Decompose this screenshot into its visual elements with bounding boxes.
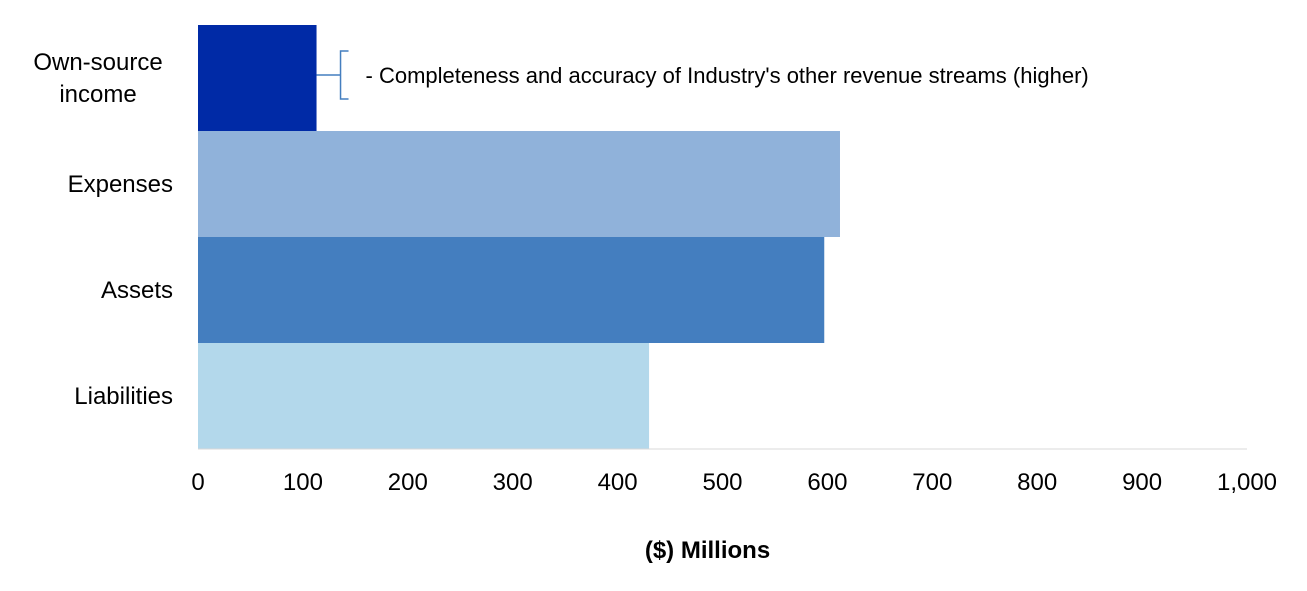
x-tick-label: 400 [598,469,638,496]
x-tick-label: 0 [191,469,204,496]
x-tick-labels: 0 100 200 300 400 500 600 700 800 900 1,000 [191,469,1277,496]
annotation-bracket [316,50,349,100]
category-label: Assets [101,277,173,304]
bar-assets [198,237,825,343]
category-label: Own-source income [33,49,162,108]
x-tick-label: 1,000 [1217,469,1277,496]
x-tick-label: 800 [1017,469,1057,496]
category-label: Expenses [68,171,173,198]
x-tick-label: 100 [283,469,323,496]
bars-group [198,25,840,449]
x-axis-title: ($) Millions [645,537,770,564]
annotation: - Completeness and accuracy of Industry'… [316,50,1089,100]
x-tick-label: 600 [807,469,847,496]
x-tick-label: 300 [493,469,533,496]
x-tick-label: 700 [912,469,952,496]
bar-expenses [198,131,840,237]
x-tick-label: 200 [388,469,428,496]
x-tick-label: 900 [1122,469,1162,496]
bar-liabilities [198,343,650,449]
category-label: Liabilities [74,383,173,410]
bar-own-source-income [198,25,317,131]
annotation-text: - Completeness and accuracy of Industry'… [366,63,1089,88]
category-labels: Own-source income Expenses Assets Liabilitie… [33,49,173,410]
x-tick-label: 500 [702,469,742,496]
